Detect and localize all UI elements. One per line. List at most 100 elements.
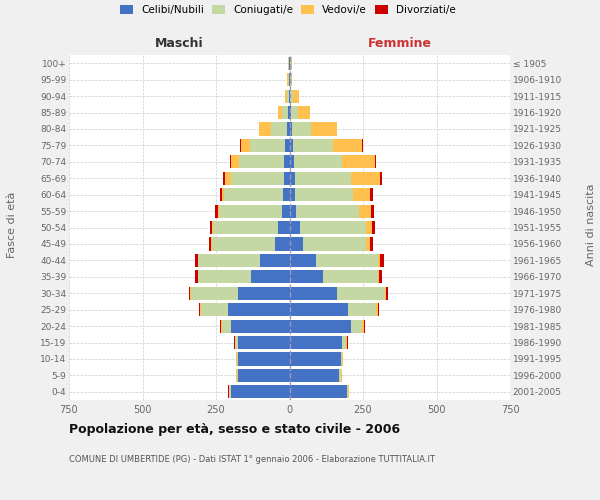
Bar <box>202 303 228 316</box>
Bar <box>222 188 224 201</box>
Bar <box>294 155 343 168</box>
Bar <box>290 369 340 382</box>
Text: Femmine: Femmine <box>368 37 432 50</box>
Bar <box>212 238 275 250</box>
Bar <box>199 303 200 316</box>
Bar <box>296 204 359 218</box>
Bar <box>290 286 337 300</box>
Bar <box>283 106 289 119</box>
Bar <box>343 155 375 168</box>
Bar <box>362 139 363 152</box>
Bar <box>366 221 372 234</box>
Bar <box>238 336 290 349</box>
Bar <box>333 139 362 152</box>
Text: Anni di nascita: Anni di nascita <box>586 184 596 266</box>
Bar <box>239 139 241 152</box>
Text: Maschi: Maschi <box>155 37 203 50</box>
Bar <box>295 188 353 201</box>
Bar <box>378 270 379 283</box>
Bar <box>371 204 374 218</box>
Bar <box>231 155 239 168</box>
Bar <box>236 369 238 382</box>
Bar <box>221 320 222 332</box>
Bar <box>224 188 283 201</box>
Bar <box>348 303 376 316</box>
Bar <box>290 254 316 267</box>
Bar <box>210 221 212 234</box>
Bar <box>300 221 366 234</box>
Bar <box>351 320 362 332</box>
Bar <box>290 270 323 283</box>
Bar <box>376 303 378 316</box>
Bar <box>213 221 278 234</box>
Bar <box>290 106 291 119</box>
Bar <box>350 172 380 185</box>
Bar <box>238 369 290 382</box>
Bar <box>379 270 382 283</box>
Bar <box>241 139 250 152</box>
Bar <box>285 139 290 152</box>
Bar <box>341 352 343 366</box>
Bar <box>238 352 290 366</box>
Bar <box>386 286 388 300</box>
Bar <box>200 303 202 316</box>
Bar <box>380 254 385 267</box>
Bar <box>271 122 287 136</box>
Bar <box>223 172 225 185</box>
Bar <box>380 172 382 185</box>
Text: COMUNE DI UMBERTIDE (PG) - Dati ISTAT 1° gennaio 2006 - Elaborazione TUTTITALIA.: COMUNE DI UMBERTIDE (PG) - Dati ISTAT 1°… <box>69 455 435 464</box>
Bar <box>337 286 385 300</box>
Bar <box>289 106 290 119</box>
Bar <box>250 139 285 152</box>
Bar <box>229 385 230 398</box>
Bar <box>290 172 295 185</box>
Bar <box>195 254 198 267</box>
Bar <box>259 122 271 136</box>
Bar <box>359 204 371 218</box>
Bar <box>290 204 296 218</box>
Bar <box>370 238 373 250</box>
Bar <box>196 270 198 283</box>
Bar <box>370 188 373 201</box>
Bar <box>220 188 222 201</box>
Bar <box>346 336 347 349</box>
Bar <box>295 172 350 185</box>
Bar <box>285 90 287 102</box>
Bar <box>275 238 290 250</box>
Bar <box>378 303 379 316</box>
Bar <box>290 155 294 168</box>
Bar <box>209 238 211 250</box>
Bar <box>323 270 378 283</box>
Bar <box>303 238 366 250</box>
Bar <box>230 320 290 332</box>
Bar <box>191 286 238 300</box>
Bar <box>260 254 290 267</box>
Text: Popolazione per età, sesso e stato civile - 2006: Popolazione per età, sesso e stato civil… <box>69 422 400 436</box>
Bar <box>364 320 365 332</box>
Bar <box>284 172 290 185</box>
Bar <box>290 320 351 332</box>
Bar <box>385 286 386 300</box>
Bar <box>290 90 293 102</box>
Bar <box>290 352 341 366</box>
Bar <box>189 286 190 300</box>
Bar <box>199 254 260 267</box>
Bar <box>199 270 251 283</box>
Bar <box>340 369 341 382</box>
Bar <box>293 139 333 152</box>
Bar <box>378 254 380 267</box>
Bar <box>225 172 230 185</box>
Bar <box>287 90 289 102</box>
Bar <box>236 352 238 366</box>
Bar <box>218 204 219 218</box>
Bar <box>291 73 292 86</box>
Bar <box>290 188 295 201</box>
Bar <box>222 320 230 332</box>
Legend: Celibi/Nubili, Coniugati/e, Vedovi/e, Divorziati/e: Celibi/Nubili, Coniugati/e, Vedovi/e, Di… <box>120 5 456 15</box>
Bar <box>290 303 348 316</box>
Bar <box>284 155 290 168</box>
Bar <box>219 204 282 218</box>
Bar <box>347 385 348 398</box>
Bar <box>230 385 290 398</box>
Bar <box>215 204 218 218</box>
